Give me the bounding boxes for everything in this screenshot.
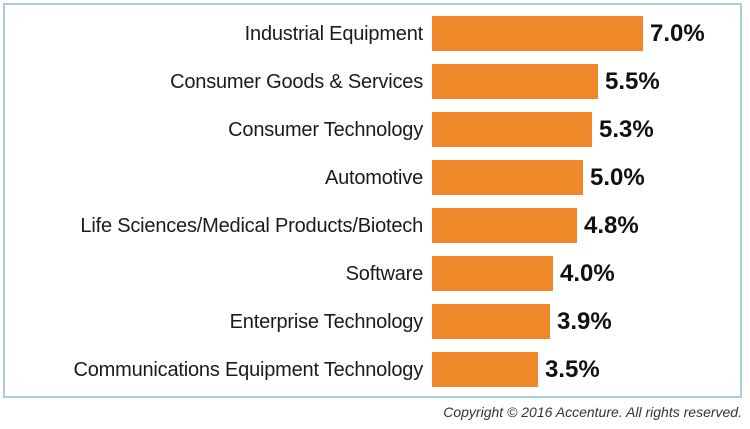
value-label: 5.0% (590, 163, 645, 191)
bar-row: Enterprise Technology 3.9% (5, 304, 740, 339)
bar-row: Consumer Technology 5.3% (5, 112, 740, 147)
category-label: Life Sciences/Medical Products/Biotech (80, 214, 423, 237)
bar-row: Software 4.0% (5, 256, 740, 291)
category-label: Consumer Technology (228, 118, 423, 141)
value-label: 3.5% (545, 355, 600, 383)
value-label: 5.3% (599, 115, 654, 143)
copyright-text: Copyright © 2016 Accenture. All rights r… (443, 404, 742, 420)
chart-frame: Industrial Equipment 7.0% Consumer Goods &… (3, 3, 742, 398)
bar (432, 16, 643, 51)
bar (432, 160, 583, 195)
bar (432, 64, 598, 99)
category-label: Consumer Goods & Services (170, 70, 423, 93)
value-label: 5.5% (605, 67, 660, 95)
bar-row: Communications Equipment Technology 3.5% (5, 352, 740, 387)
value-label: 7.0% (650, 19, 705, 47)
category-label: Software (345, 262, 424, 285)
bar-row: Life Sciences/Medical Products/Biotech 4.… (5, 208, 740, 243)
value-label: 3.9% (557, 307, 612, 335)
bar (432, 112, 592, 147)
bar (432, 256, 553, 291)
bar-row: Consumer Goods & Services 5.5% (5, 64, 740, 99)
bar-rows: Industrial Equipment 7.0% Consumer Goods &… (5, 5, 740, 396)
value-label: 4.0% (560, 259, 615, 287)
bar (432, 352, 538, 387)
category-label: Automotive (324, 166, 423, 189)
category-label: Enterprise Technology (229, 310, 424, 333)
bar-row: Automotive 5.0% (5, 160, 740, 195)
bar (432, 208, 577, 243)
bar (432, 304, 550, 339)
category-label: Communications Equipment Technology (73, 358, 424, 381)
bar-row: Industrial Equipment 7.0% (5, 16, 740, 51)
value-label: 4.8% (584, 211, 639, 239)
category-label: Industrial Equipment (244, 22, 424, 45)
